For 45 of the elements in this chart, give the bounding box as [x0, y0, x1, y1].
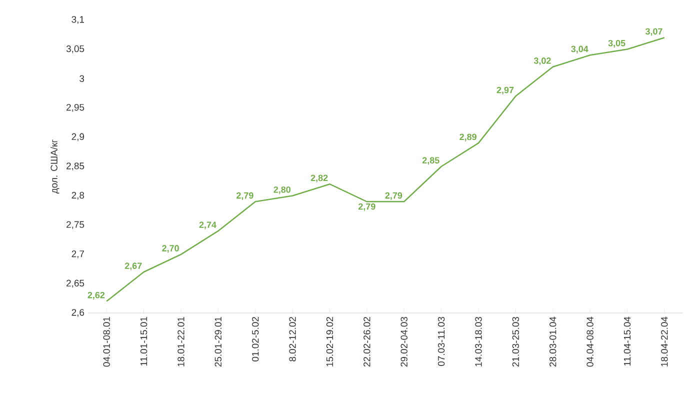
- data-label: 2,97: [496, 86, 514, 94]
- x-tick-label: 22.02-26.02: [364, 316, 370, 367]
- x-tick-label: 18.01-22.01: [178, 316, 184, 366]
- x-tick-label: 25.01-29.01: [214, 316, 222, 367]
- data-label: 2,70: [162, 245, 179, 253]
- x-tick-label: 18.04-22.04: [661, 316, 668, 366]
- y-tick-label: 2,9: [72, 133, 84, 142]
- x-tick-label: 07.03-11.03: [438, 316, 445, 366]
- data-label: 2,85: [422, 157, 440, 165]
- x-tick-label: 21.03-25.03: [512, 316, 520, 367]
- line-series: [106, 36, 666, 302]
- x-tick-label: 04.04-08.04: [586, 316, 594, 367]
- data-label: 3,02: [534, 58, 551, 66]
- x-tick-label: 29.02-04.03: [400, 316, 408, 367]
- y-axis-title: дол. США/кг: [50, 140, 60, 194]
- data-label: 2,79: [236, 192, 254, 200]
- y-tick-label: 3,1: [72, 16, 84, 24]
- y-tick-label: 3,05: [66, 45, 84, 54]
- x-tick-label: 8.02-12.02: [289, 316, 296, 362]
- data-label: 2,67: [124, 262, 142, 270]
- data-label: 2,82: [310, 174, 328, 182]
- y-tick-label: 2,8: [72, 192, 84, 200]
- x-tick-label: 11.01-15.01: [140, 316, 148, 366]
- data-label: 2,80: [274, 186, 290, 194]
- data-label: 3,04: [571, 46, 588, 54]
- x-tick-label: 14.03-18.03: [475, 316, 482, 366]
- x-tick-label: 11.04-15.04: [624, 316, 631, 366]
- y-tick-label: 2,6: [72, 309, 84, 317]
- data-label: 3,07: [645, 28, 662, 36]
- y-tick-label: 3: [80, 75, 84, 82]
- x-tick-label: 28.03-01.04: [550, 316, 556, 367]
- x-tick-label: 01.02-5.02: [252, 316, 259, 362]
- y-tick-label: 2,65: [66, 280, 84, 288]
- y-tick-label: 2,7: [72, 250, 84, 258]
- x-tick-label: 15.02-19.02: [326, 316, 334, 366]
- y-tick-label: 2,85: [66, 162, 84, 170]
- y-tick-label: 2,95: [66, 104, 84, 112]
- data-label: 3,05: [608, 40, 626, 48]
- data-label: 2,62: [88, 292, 105, 300]
- data-label: 2,74: [199, 222, 216, 230]
- data-label: 2,89: [460, 134, 476, 142]
- y-tick-label: 2,75: [66, 221, 84, 230]
- data-label: 2,79: [358, 203, 376, 212]
- data-label: 2,79: [385, 192, 402, 200]
- x-tick-label: 04.01-08.01: [103, 316, 110, 367]
